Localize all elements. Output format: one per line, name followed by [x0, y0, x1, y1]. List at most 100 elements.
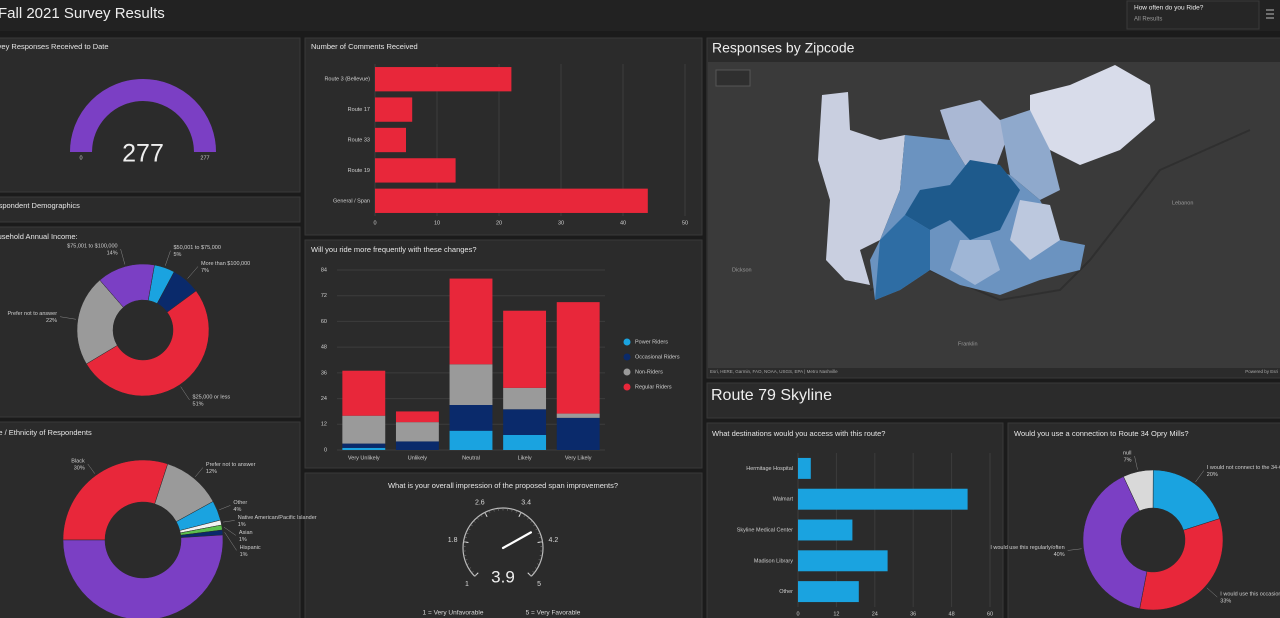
x-tick-label: 30: [558, 220, 564, 226]
slice-label: null: [1123, 450, 1132, 456]
bar: [375, 67, 512, 92]
slice-value-label: 12%: [206, 469, 217, 475]
gauge-min-label: 0: [79, 155, 82, 161]
y-tick-label: Other: [779, 589, 793, 595]
legend-label: Power Riders: [635, 339, 668, 345]
gauge-max-label: 277: [200, 155, 209, 161]
dial-minor-tick: [519, 512, 522, 515]
legend-swatch: [623, 353, 631, 361]
leader-line: [1195, 470, 1204, 483]
x-tick-label: Likely: [518, 455, 532, 461]
slice-label: Native American/Pacific Islander: [238, 515, 317, 521]
leader-line: [60, 316, 76, 320]
x-tick-label: 24: [872, 611, 878, 617]
slice-value-label: 1%: [240, 552, 248, 558]
map-attribution: Powered by Esri: [1245, 369, 1278, 374]
dial-minor-tick: [493, 509, 495, 512]
map-region: [875, 215, 930, 300]
gauge-fill: [70, 79, 216, 153]
slice-label: $75,001 to $100,000: [67, 243, 117, 249]
bar-segment: [449, 364, 493, 405]
map[interactable]: Lebanon Franklin Dickson Esri, HERE, Gar…: [708, 62, 1280, 374]
panel-title: Will you ride more frequently with these…: [311, 245, 477, 254]
slice-value-label: 14%: [107, 250, 118, 256]
filter-box[interactable]: [1126, 0, 1260, 30]
map-legend-button[interactable]: [715, 69, 751, 87]
dial-note: 5 = Very Favorable: [526, 610, 581, 617]
dial-tick-label: 2.6: [475, 499, 485, 506]
bar-segment: [342, 415, 386, 444]
legend-label: Occasional Riders: [635, 354, 680, 360]
x-tick-label: 36: [910, 611, 916, 617]
slice-label: Black: [71, 458, 85, 464]
slice-value-label: 22%: [46, 318, 57, 324]
slice-label: Prefer not to answer: [206, 462, 256, 468]
bar: [375, 97, 413, 122]
x-tick-label: 60: [987, 611, 993, 617]
y-tick-label: 48: [321, 345, 327, 351]
panel-title: Survey Responses Received to Date: [0, 42, 109, 51]
y-tick-label: Skyline Medical Center: [737, 527, 793, 533]
dashboard-title: Fall 2021 Survey Results: [0, 5, 165, 22]
bar-segment: [395, 441, 439, 450]
leader-line: [1206, 587, 1218, 598]
dial-arc: [462, 507, 544, 577]
bar-segment: [395, 411, 439, 423]
slice-label: I would use this regularly/often: [990, 545, 1064, 551]
filter-label[interactable]: How often do you Ride?: [1134, 5, 1204, 12]
y-tick-label: 36: [321, 370, 327, 376]
dial-minor-tick: [511, 509, 513, 512]
panel: [706, 382, 1280, 419]
map-region: [950, 240, 1000, 285]
bar-segment: [556, 417, 600, 450]
legend-swatch: [623, 368, 631, 376]
donut-slice: [1139, 518, 1224, 611]
menu-button[interactable]: [1266, 9, 1274, 19]
filter-value[interactable]: All Results: [1134, 17, 1162, 23]
map-region: [1010, 200, 1060, 260]
bar: [375, 158, 456, 183]
slice-value-label: 1%: [239, 537, 247, 543]
leader-line: [224, 532, 237, 551]
dial-tick-label: 1: [465, 581, 469, 588]
bar-segment: [503, 409, 547, 435]
map-region: [1030, 65, 1155, 165]
bar-segment: [342, 447, 386, 450]
slice-value-label: 1%: [238, 522, 246, 528]
dial-minor-tick: [468, 567, 472, 570]
panel-title: Would you use a connection to Route 34 O…: [1014, 429, 1189, 438]
panel: [0, 196, 301, 223]
dial-minor-tick: [530, 520, 533, 523]
slice-label: Prefer not to answer: [8, 311, 58, 317]
slice-value-label: 4%: [233, 507, 241, 513]
x-tick-label: Very Likely: [565, 455, 592, 461]
dial-minor-tick: [529, 574, 532, 577]
leader-line: [165, 250, 171, 266]
y-tick-label: Route 3 (Bellevue): [324, 77, 370, 83]
y-tick-label: General / Span: [333, 198, 370, 204]
map-attribution: Esri, HERE, Garmin, FAO, NOAA, USGS, EPA…: [710, 369, 838, 374]
bar-segment: [449, 430, 493, 450]
panel-title: Race / Ethnicity of Respondents: [0, 428, 92, 437]
map-place-label: Lebanon: [1172, 200, 1193, 206]
leader-line: [222, 520, 235, 523]
donut-slice: [62, 534, 224, 618]
y-tick-label: Madison Library: [754, 558, 793, 564]
dial-minor-tick: [523, 514, 526, 517]
bar-segment: [449, 405, 493, 431]
y-tick-label: Route 17: [348, 107, 370, 113]
slice-label: More than $100,000: [201, 261, 250, 267]
x-tick-label: Neutral: [462, 455, 480, 461]
legend-swatch: [623, 383, 631, 391]
filter-selector[interactable]: How often do you Ride? All Results: [1126, 0, 1260, 30]
slice-value-label: 33%: [1220, 599, 1231, 605]
bar-segment: [556, 413, 600, 418]
y-tick-label: 24: [321, 396, 327, 402]
leader-line: [1067, 548, 1082, 551]
dial-minor-tick: [464, 559, 468, 561]
dial-note: 1 = Very Unfavorable: [423, 610, 484, 617]
bar-segment: [342, 443, 386, 448]
bar: [798, 550, 888, 572]
